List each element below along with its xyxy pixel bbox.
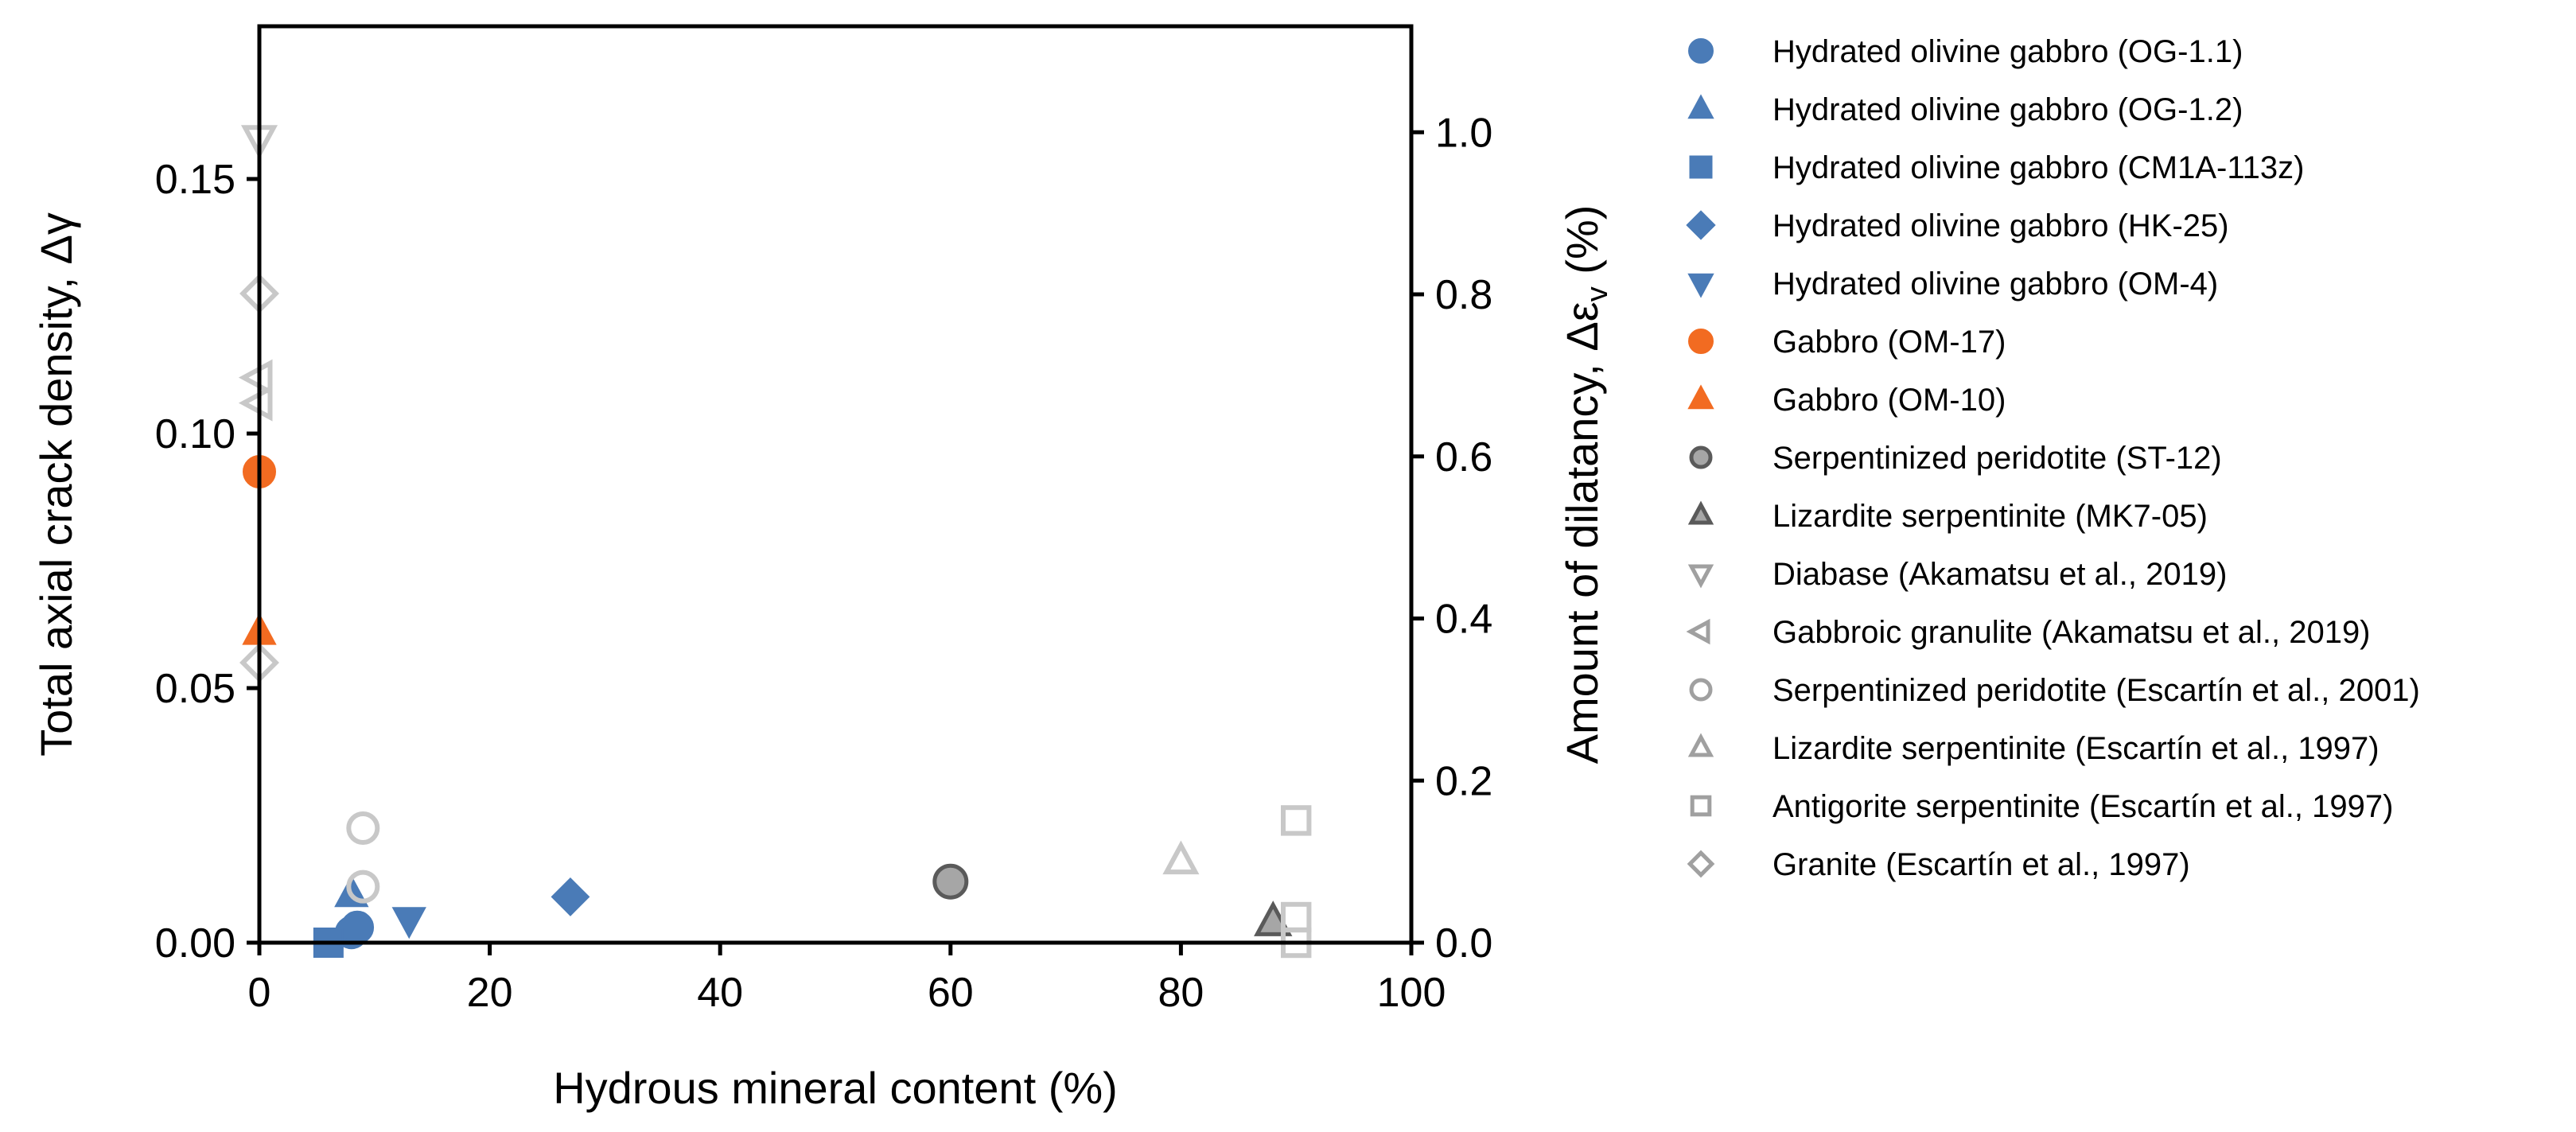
legend-label-2: Hydrated olivine gabbro (CM1A-113z) — [1772, 150, 2304, 185]
data-point-s0-1 — [340, 910, 375, 944]
legend-marker-1 — [1687, 94, 1714, 119]
right-y-tick-label: 0.8 — [1435, 272, 1492, 318]
legend-marker-6 — [1687, 384, 1714, 410]
data-point-s11-1 — [346, 869, 380, 904]
right-y-axis-title-subscript: v — [1581, 286, 1614, 301]
left-y-tick-label: 0.05 — [155, 666, 235, 712]
x-tick-label: 40 — [697, 970, 743, 1016]
legend-marker-11 — [1689, 678, 1713, 702]
legend-marker-9 — [1687, 564, 1714, 589]
legend-marker-12 — [1687, 733, 1714, 757]
legend-label-7: Serpentinized peridotite (ST-12) — [1772, 441, 2222, 476]
data-point-s13-1 — [1281, 901, 1312, 933]
right-y-axis-title-unit: (%) — [1557, 205, 1607, 287]
right-y-tick-label: 1.0 — [1435, 110, 1492, 156]
legend-marker-7 — [1689, 445, 1713, 469]
x-tick-label: 60 — [928, 970, 974, 1016]
legend-label-11: Serpentinized peridotite (Escartín et al… — [1772, 673, 2420, 708]
left-y-tick-label: 0.00 — [155, 920, 235, 967]
legend-label-13: Antigorite serpentinite (Escartín et al.… — [1772, 789, 2393, 824]
axis-ticks: 0 20 40 60 80 100 0.00 0.05 0.10 0.15 0.0 0.2 0.4 0.6… — [155, 110, 1493, 1016]
data-point-s7-0 — [932, 863, 969, 900]
legend-marker-4 — [1687, 273, 1714, 298]
legend-label-6: Gabbro (OM-10) — [1772, 383, 2006, 418]
legend-label-0: Hydrated olivine gabbro (OG-1.1) — [1772, 34, 2243, 69]
legend-label-9: Diabase (Akamatsu et al., 2019) — [1772, 557, 2227, 592]
data-points-layer — [238, 125, 1312, 959]
data-point-s11-0 — [346, 811, 380, 845]
legend-marker-3 — [1686, 210, 1716, 240]
legend-label-10: Gabbroic granulite (Akamatsu et al., 201… — [1772, 615, 2371, 650]
left-y-tick-label: 0.10 — [155, 411, 235, 457]
right-y-axis-title: Amount of dilatancy, Δεv (%) — [1557, 205, 1614, 764]
plot-frame — [257, 24, 1414, 945]
legend-marker-8 — [1687, 500, 1714, 525]
right-y-tick-label: 0.4 — [1435, 597, 1492, 643]
x-tick-label: 80 — [1158, 970, 1204, 1016]
legend-marker-10 — [1686, 618, 1710, 645]
legend-label-12: Lizardite serpentinite (Escartín et al.,… — [1772, 731, 2379, 766]
data-point-s13-0 — [1281, 805, 1312, 836]
data-point-s3-0 — [551, 877, 590, 916]
right-y-tick-label: 0.0 — [1435, 920, 1492, 967]
right-y-tick-label: 0.6 — [1435, 434, 1492, 480]
data-point-s10-0 — [238, 359, 273, 396]
right-y-tick-label: 0.2 — [1435, 758, 1492, 804]
legend-marker-2 — [1689, 155, 1713, 179]
legend-marker-13 — [1690, 795, 1712, 817]
legend-marker-5 — [1688, 329, 1714, 354]
legend-marker-0 — [1688, 38, 1714, 64]
legend-label-14: Granite (Escartín et al., 1997) — [1772, 847, 2190, 882]
right-y-axis-title-main: Amount of dilatancy, Δε — [1557, 301, 1607, 764]
legend-marker-14 — [1687, 850, 1715, 878]
x-tick-label: 20 — [467, 970, 513, 1016]
legend: Hydrated olivine gabbro (OG-1.1) Hydrated… — [1686, 34, 2420, 882]
data-point-s4-0 — [391, 907, 426, 939]
left-y-axis-title: Total axial crack density, Δγ — [31, 212, 81, 757]
legend-label-3: Hydrated olivine gabbro (HK-25) — [1772, 208, 2229, 243]
left-y-tick-label: 0.15 — [155, 157, 235, 203]
legend-label-5: Gabbro (OM-17) — [1772, 325, 2006, 360]
x-tick-label: 0 — [248, 970, 271, 1016]
legend-label-1: Hydrated olivine gabbro (OG-1.2) — [1772, 92, 2243, 127]
legend-label-4: Hydrated olivine gabbro (OM-4) — [1772, 266, 2218, 301]
x-axis-title: Hydrous mineral content (%) — [553, 1063, 1118, 1113]
data-point-s10-1 — [238, 384, 273, 422]
data-point-s12-0 — [1162, 840, 1200, 875]
legend-label-8: Lizardite serpentinite (MK7-05) — [1772, 499, 2208, 534]
x-tick-label: 100 — [1377, 970, 1446, 1016]
